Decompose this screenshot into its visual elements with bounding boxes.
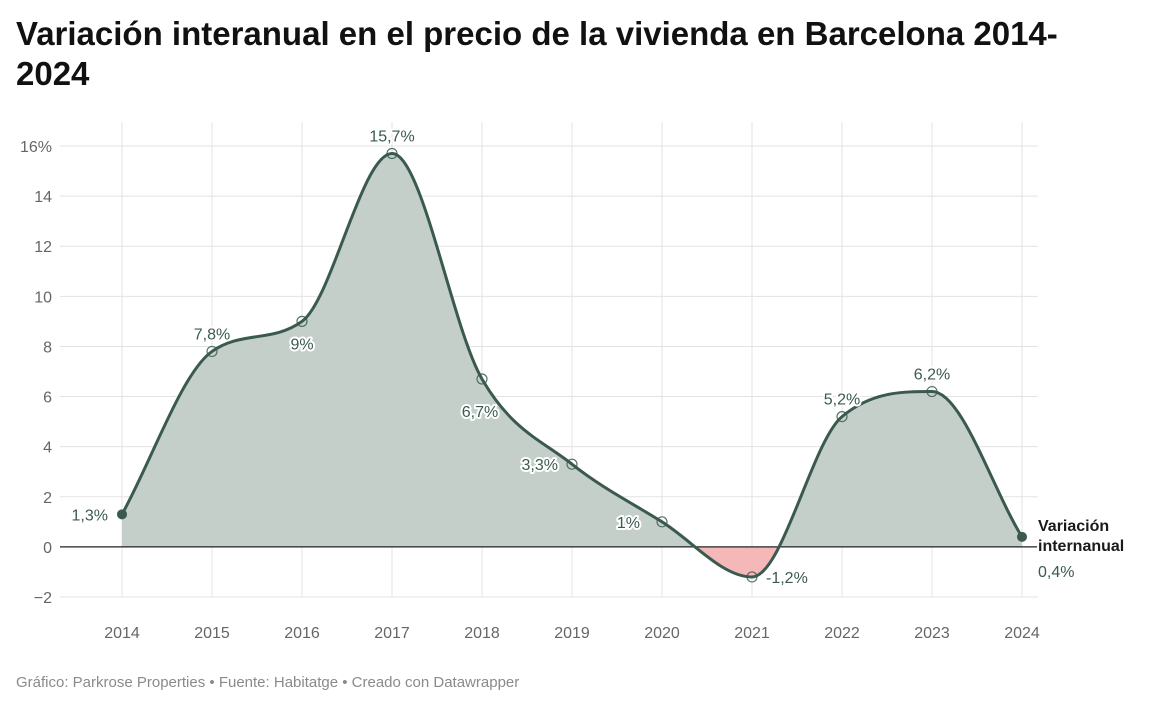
data-label: -1,2% [766, 570, 808, 587]
data-label: 15,7% [369, 129, 414, 146]
x-tick-label: 2024 [1004, 625, 1040, 642]
data-point [476, 373, 488, 385]
data-point [1017, 531, 1027, 542]
y-tick-label: 6 [43, 390, 52, 407]
data-label: 6,2% [914, 367, 950, 384]
x-tick-label: 2023 [914, 625, 950, 642]
y-tick-label: 10 [34, 289, 52, 306]
data-label: 9% [290, 336, 313, 353]
data-point [836, 411, 848, 423]
point-layer [117, 147, 1027, 583]
area-layer [122, 153, 1022, 577]
data-label: 1% [617, 515, 640, 532]
y-tick-label: 16% [20, 139, 52, 156]
y-tick-label: −2 [34, 590, 52, 607]
y-tick-label: 4 [43, 440, 52, 457]
series-label-line: Variación [1038, 518, 1109, 535]
grid-layer: −2 0 2 4 6 8 10 12 14 16% 2014 2015 2016 2017 2018 2019… [20, 122, 1040, 642]
data-label: 7,8% [194, 326, 230, 343]
x-tick-label: 2015 [194, 625, 230, 642]
x-tick-label: 2014 [104, 625, 140, 642]
y-tick-label: 2 [43, 490, 52, 507]
data-label: 0,4% [1038, 564, 1074, 581]
data-point [296, 315, 308, 327]
data-label: 5,2% [824, 392, 860, 409]
data-label: 6,7% [462, 404, 498, 421]
data-point [656, 516, 668, 528]
x-tick-label: 2022 [824, 625, 860, 642]
area-positive [122, 153, 1022, 547]
y-tick-label: 14 [34, 189, 52, 206]
data-point [117, 509, 127, 520]
x-tick-label: 2020 [644, 625, 680, 642]
x-tick-label: 2017 [374, 625, 410, 642]
y-tick-label: 12 [34, 239, 52, 256]
x-tick-label: 2016 [284, 625, 320, 642]
x-tick-label: 2019 [554, 625, 590, 642]
data-point [386, 147, 398, 160]
chart-footer: Gráfico: Parkrose Properties • Fuente: H… [16, 674, 520, 691]
series-label-line: internanual [1038, 538, 1124, 555]
data-label: 1,3% [72, 507, 108, 524]
data-point [746, 571, 758, 583]
x-tick-label: 2021 [734, 625, 770, 642]
data-label: 3,3% [522, 457, 558, 474]
series-line [120, 152, 1024, 579]
data-point [206, 345, 218, 358]
data-point [566, 458, 578, 470]
x-tick-label: 2018 [464, 625, 500, 642]
data-point [926, 385, 938, 398]
y-tick-label: 0 [43, 540, 52, 557]
y-tick-label: 8 [43, 339, 52, 356]
series-label: Variación internanual [1038, 518, 1124, 555]
line-layer [60, 152, 1038, 579]
chart-title: Variación interanual en el precio de la … [16, 15, 1058, 92]
label-layer: 1,3% 7,8% 9% 15,7% 6,7% 3,3% 1% -1,2% 5,2% 6,2% 0,… [70, 127, 1127, 589]
